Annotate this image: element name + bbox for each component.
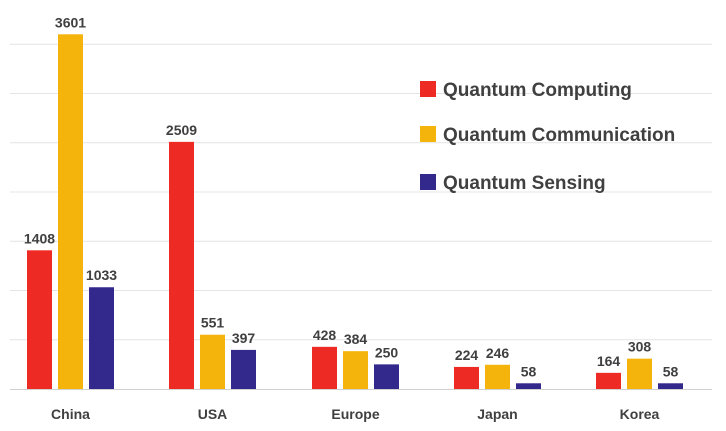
data-label: 164 (597, 353, 621, 369)
bar (200, 334, 225, 389)
legend-swatch (420, 126, 436, 142)
x-tick-label: Europe (331, 406, 379, 422)
bar (169, 141, 194, 389)
bar (89, 287, 114, 389)
x-tick-label: China (51, 406, 90, 422)
legend-label: Quantum Sensing (443, 173, 606, 194)
bar (231, 349, 256, 389)
x-tick-label: USA (198, 406, 228, 422)
data-label: 58 (663, 363, 679, 379)
data-label: 1408 (24, 230, 55, 246)
data-label: 58 (521, 363, 537, 379)
legend: Quantum Computing Quantum Communication Qu… (420, 80, 675, 194)
legend-swatch (420, 81, 436, 97)
gridlines (10, 43, 712, 390)
bar (27, 250, 52, 389)
data-label: 397 (232, 330, 256, 346)
bar (627, 358, 652, 389)
bar (596, 372, 621, 389)
bar (312, 346, 337, 389)
bar (454, 366, 479, 389)
category-labels: China USA Europe Japan Korea (51, 406, 659, 422)
value-labels: 1408 3601 1033 2509 551 397 428 384 250 224 246 58 1… (24, 14, 679, 379)
bar (658, 383, 683, 389)
data-label: 551 (201, 315, 225, 331)
data-label: 308 (628, 339, 652, 355)
bar (516, 383, 541, 389)
bar (374, 364, 399, 389)
x-tick-label: Korea (620, 406, 660, 422)
bar (343, 351, 368, 389)
legend-label: Quantum Computing (443, 80, 632, 101)
data-label: 250 (375, 344, 399, 360)
data-label: 1033 (86, 267, 117, 283)
data-label: 3601 (55, 14, 86, 30)
x-tick-label: Japan (477, 406, 517, 422)
bars (27, 34, 683, 389)
legend-label: Quantum Communication (443, 125, 675, 146)
data-label: 246 (486, 345, 510, 361)
legend-swatch (420, 174, 436, 190)
bar (485, 364, 510, 389)
data-label: 384 (344, 331, 368, 347)
data-label: 2509 (166, 122, 197, 138)
bar (58, 34, 83, 389)
data-label: 224 (455, 347, 479, 363)
data-label: 428 (313, 327, 337, 343)
